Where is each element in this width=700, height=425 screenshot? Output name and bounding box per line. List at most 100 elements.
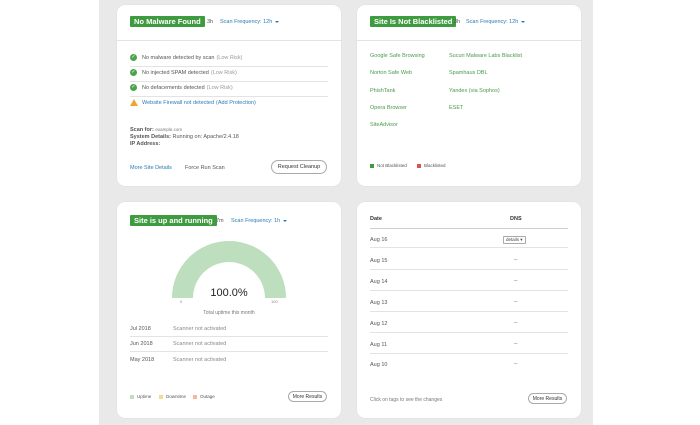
downtime-square-icon <box>159 394 163 399</box>
engine-yandex[interactable]: Yandex (via Sophos) <box>449 88 500 94</box>
dns-card: Date DNS Aug 16 details ▾ Aug 15 – Aug 1… <box>357 202 581 418</box>
item-note: (Low Risk) <box>206 84 233 91</box>
check-icon: ✓ <box>130 84 137 91</box>
legend-outage: Outage <box>193 394 215 399</box>
red-square-icon <box>417 163 421 168</box>
add-protection-link[interactable]: (Add Protection) <box>216 99 256 106</box>
divider <box>130 96 328 97</box>
spam-check-item: ✓ No injected SPAM detected (Low Risk) <box>130 69 237 76</box>
divider <box>370 247 568 248</box>
engine-siteadvisor[interactable]: SiteAdvisor <box>370 122 398 128</box>
uptime-card: Site is up and running 7m Scan Frequency… <box>117 202 341 418</box>
uptime-scan-age: 7m <box>216 218 224 224</box>
check-icon: ✓ <box>130 54 137 61</box>
divider <box>370 228 568 229</box>
dns-row-value: – <box>514 278 518 284</box>
chevron-down-icon <box>275 20 280 23</box>
uptime-more-results-button[interactable]: More Results <box>288 391 327 402</box>
divider <box>130 66 328 67</box>
blacklist-card: Site Is Not Blacklisted 3h Scan Frequenc… <box>357 5 581 186</box>
blacklist-scan-age: 3h <box>454 19 461 25</box>
engine-google[interactable]: Google Safe Browsing <box>370 53 425 59</box>
item-note: (Low Risk) <box>216 54 243 61</box>
legend-not-blacklisted: Not Blacklisted <box>370 163 407 168</box>
dns-row-date: Aug 15 <box>370 258 388 264</box>
firewall-warning-item[interactable]: Website Firewall not detected (Add Prote… <box>130 99 256 106</box>
legend-label: Blacklisted <box>424 163 446 168</box>
history-status: Scanner not activated <box>173 357 227 363</box>
blacklist-frequency-dropdown[interactable]: Scan Frequency: 12h <box>466 19 526 25</box>
scan-for-value: example.com <box>155 127 183 132</box>
legend-downtime: Downtime <box>159 394 186 399</box>
engine-norton[interactable]: Norton Safe Web <box>370 70 413 76</box>
malware-check-item: ✓ No malware detected by scan (Low Risk) <box>130 54 242 61</box>
system-details-value: Running on: Apache/2.4.18 <box>172 134 239 140</box>
uptime-frequency-dropdown[interactable]: Scan Frequency: 1h <box>231 218 288 224</box>
warning-icon <box>130 99 138 106</box>
system-details-label: System Details: <box>130 134 171 140</box>
legend-label: Uptime <box>137 394 152 399</box>
dns-row-date: Aug 10 <box>370 362 388 368</box>
uptime-frequency-label: Scan Frequency: 1h <box>231 218 281 224</box>
check-icon: ✓ <box>130 69 137 76</box>
divider <box>130 351 328 352</box>
dns-row-date: Aug 13 <box>370 300 388 306</box>
defacement-check-item: ✓ No defacements detected (Low Risk) <box>130 84 233 91</box>
dns-row-value: – <box>514 257 518 263</box>
item-text: No defacements detected <box>142 84 205 91</box>
history-month: Jul 2018 <box>130 326 151 332</box>
divider <box>370 269 568 270</box>
malware-frequency-dropdown[interactable]: Scan Frequency: 12h <box>220 19 280 25</box>
legend-label: Downtime <box>166 394 187 399</box>
blacklist-frequency-label: Scan Frequency: 12h <box>466 19 519 25</box>
more-site-details-link[interactable]: More Site Details <box>130 165 172 171</box>
divider <box>370 353 568 354</box>
chevron-down-icon <box>521 20 526 23</box>
legend-label: Outage <box>200 394 215 399</box>
gauge-fill <box>172 240 286 298</box>
history-month: Jun 2018 <box>130 341 153 347</box>
legend-uptime: Uptime <box>130 394 151 399</box>
divider <box>370 290 568 291</box>
legend-blacklisted: Blacklisted <box>417 163 446 168</box>
engine-opera[interactable]: Opera Browser <box>370 105 407 111</box>
engine-phishtank[interactable]: PhishTank <box>370 88 396 94</box>
dns-row-date: Aug 14 <box>370 279 388 285</box>
engine-eset[interactable]: ESET <box>449 105 464 111</box>
item-text: No injected SPAM detected <box>142 69 209 76</box>
history-status: Scanner not activated <box>173 341 227 347</box>
dns-more-results-button[interactable]: More Results <box>528 393 567 404</box>
engine-sucuri[interactable]: Sucuri Malware Labs Blacklist <box>449 53 523 59</box>
dns-row-date: Aug 16 <box>370 237 388 243</box>
dns-row-date: Aug 12 <box>370 321 388 327</box>
dns-row-value: – <box>514 361 518 367</box>
engine-spamhaus[interactable]: Spamhaus DBL <box>449 70 488 76</box>
gauge-max-label: 100 <box>271 299 278 304</box>
request-cleanup-button[interactable]: Request Cleanup <box>271 160 327 174</box>
firewall-link[interactable]: Website Firewall not detected <box>142 99 215 106</box>
uptime-status-badge: Site is up and running <box>130 215 217 226</box>
divider <box>370 332 568 333</box>
dns-details-dropdown[interactable]: details ▾ <box>503 236 526 244</box>
item-note: (Low Risk) <box>210 69 237 76</box>
divider <box>370 311 568 312</box>
dns-footer-hint: Click on tags to see the changes <box>370 397 443 403</box>
malware-status-badge: No Malware Found <box>130 16 205 27</box>
system-details-line: System Details: Running on: Apache/2.4.1… <box>130 134 239 140</box>
uptime-gauge <box>172 240 286 298</box>
dns-date-header: Date <box>370 216 382 222</box>
ip-address-line: IP Address: <box>130 141 160 147</box>
malware-scan-card: No Malware Found 3h Scan Frequency: 12h … <box>117 5 341 186</box>
outage-square-icon <box>193 394 197 399</box>
divider <box>117 40 341 41</box>
dns-details-label: details <box>506 237 520 242</box>
dns-row-value: – <box>514 299 518 305</box>
ip-address-label: IP Address: <box>130 141 161 147</box>
malware-scan-age: 3h <box>207 19 214 25</box>
uptime-square-icon <box>130 394 134 399</box>
uptime-percent: 100.0% <box>210 287 248 299</box>
force-run-scan-link[interactable]: Force Run Scan <box>185 165 225 171</box>
chevron-down-icon <box>283 219 288 222</box>
dns-value-header: DNS <box>510 216 522 222</box>
divider <box>130 336 328 337</box>
